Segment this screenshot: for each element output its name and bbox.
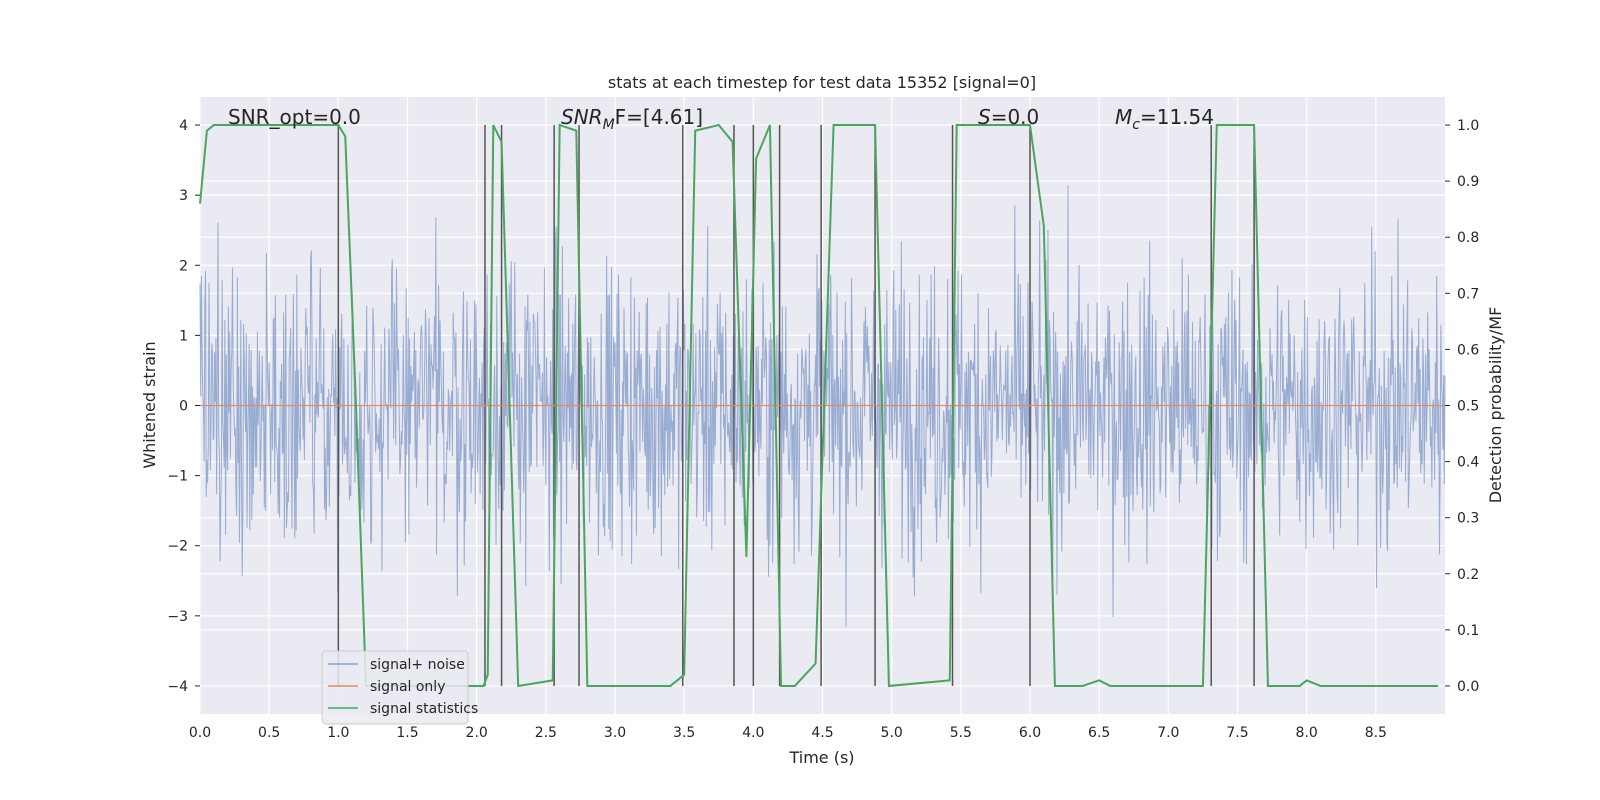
x-tick-label: 5.5 bbox=[950, 725, 972, 741]
y2-tick-label: 0.4 bbox=[1457, 455, 1479, 471]
y2-tick-label: 0.0 bbox=[1457, 679, 1479, 695]
y-tick-label: 1 bbox=[179, 328, 188, 344]
annotation-s: S=0.0 bbox=[978, 105, 1039, 129]
x-tick-label: 1.0 bbox=[327, 725, 349, 741]
x-tick-label: 0.5 bbox=[258, 725, 280, 741]
y2-tick-label: 0.7 bbox=[1457, 286, 1479, 302]
x-tick-label: 0.0 bbox=[189, 725, 211, 741]
annotation-s-rest: =0.0 bbox=[991, 105, 1040, 129]
annotation-mc-base: M bbox=[1115, 105, 1132, 129]
x-tick-label: 7.5 bbox=[1226, 725, 1248, 741]
annotation-snr-mf-sub: M bbox=[603, 117, 615, 133]
y2-tick-label: 0.3 bbox=[1457, 511, 1479, 527]
y-tick-label: 4 bbox=[179, 118, 188, 134]
y-tick-label: −3 bbox=[167, 609, 188, 625]
x-tick-label: 4.5 bbox=[811, 725, 833, 741]
y2-tick-label: 0.2 bbox=[1457, 567, 1479, 583]
line-series bbox=[199, 123, 1445, 688]
series-signal-statistics bbox=[199, 123, 1439, 688]
legend: signal+ noise signal only signal statist… bbox=[321, 650, 478, 725]
legend-label-signal: signal only bbox=[370, 679, 445, 695]
legend-box bbox=[321, 650, 469, 725]
y-tick-label: 2 bbox=[179, 258, 188, 274]
x-tick-label: 6.5 bbox=[1088, 725, 1110, 741]
x-tick-label: 2.5 bbox=[535, 725, 557, 741]
annotation-snr-opt: SNR_opt=0.0 bbox=[228, 105, 361, 129]
annotation-snr-mf-rest: F=[4.61] bbox=[615, 105, 703, 129]
y2-axis-label: Detection probability/MF bbox=[1486, 307, 1505, 504]
noise-series bbox=[199, 185, 1446, 628]
legend-label-noise: signal+ noise bbox=[370, 657, 465, 673]
x-tick-label: 5.0 bbox=[881, 725, 903, 741]
legend-label-stats: signal statistics bbox=[370, 701, 478, 717]
chart-title: stats at each timestep for test data 153… bbox=[608, 73, 1036, 92]
annotation-mc-sub: c bbox=[1132, 117, 1140, 133]
y2-tick-label: 0.1 bbox=[1457, 623, 1479, 639]
series-signal-noise bbox=[199, 185, 1446, 628]
y-tick-label: 0 bbox=[179, 399, 188, 415]
y2-tick-label: 0.8 bbox=[1457, 230, 1479, 246]
y2-tick-label: 0.5 bbox=[1457, 399, 1479, 415]
y-tick-label: 3 bbox=[179, 188, 188, 204]
x-tick-label: 6.0 bbox=[1019, 725, 1041, 741]
y2-tick-label: 0.6 bbox=[1457, 342, 1479, 358]
y2-tick-label: 1.0 bbox=[1457, 118, 1479, 134]
x-tick-label: 8.5 bbox=[1365, 725, 1387, 741]
x-tick-label: 2.0 bbox=[466, 725, 488, 741]
y2-tick-label: 0.9 bbox=[1457, 174, 1479, 190]
tick-labels: 0.0 0.5 1.0 1.5 2.0 2.5 3.0 3.5 4.0 4.5 5.0 5.5 6.0 6… bbox=[167, 118, 1479, 741]
annotation-snr-mf-base: SNR bbox=[561, 105, 603, 129]
y-tick-label: −1 bbox=[167, 469, 188, 485]
y-axis-label: Whitened strain bbox=[140, 341, 159, 468]
x-tick-label: 4.0 bbox=[742, 725, 764, 741]
annotation-mc-rest: =11.54 bbox=[1140, 105, 1214, 129]
x-tick-label: 7.0 bbox=[1157, 725, 1179, 741]
x-tick-label: 3.0 bbox=[604, 725, 626, 741]
annotation-s-italic: S bbox=[978, 105, 991, 129]
x-tick-label: 8.0 bbox=[1296, 725, 1318, 741]
y-tick-label: −4 bbox=[167, 679, 188, 695]
x-tick-label: 1.5 bbox=[396, 725, 418, 741]
x-axis-label: Time (s) bbox=[788, 748, 854, 767]
annotation-snr-mf: SNRMF=[4.61] bbox=[561, 105, 703, 133]
annotation-mc: Mc=11.54 bbox=[1115, 105, 1214, 133]
x-tick-label: 3.5 bbox=[673, 725, 695, 741]
y-tick-label: −2 bbox=[167, 539, 188, 555]
